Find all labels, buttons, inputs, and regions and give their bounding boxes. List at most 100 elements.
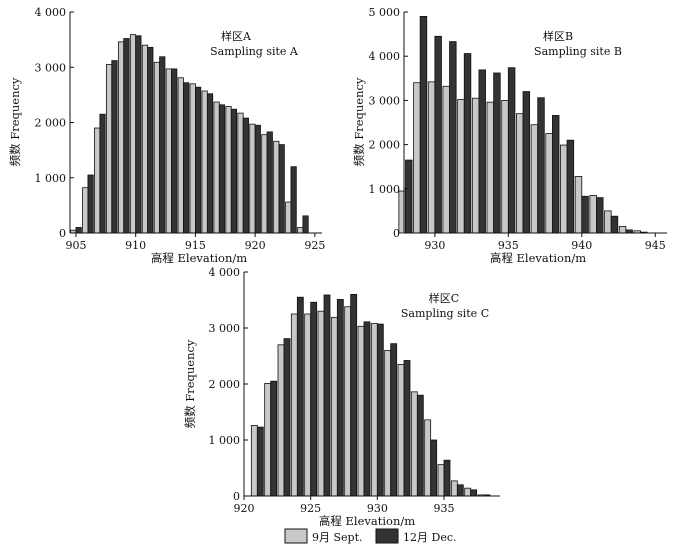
bars-a (70, 34, 309, 234)
bar-a-dec-915 (194, 86, 202, 234)
bar-a-sept-915 (189, 83, 196, 234)
panel-title-en-a: Sampling site A (210, 45, 299, 58)
x-tick-label-c-925: 925 (300, 502, 321, 515)
bar-b-sept-938 (545, 133, 553, 234)
bar-c-sept-926 (317, 310, 325, 497)
x-tick-label-a-920: 920 (245, 239, 266, 252)
bar-c-dec-924 (296, 296, 304, 497)
bar-b-dec-937 (537, 97, 545, 234)
bar-a-sept-920 (249, 123, 256, 234)
x-tick-label-a-925: 925 (304, 239, 325, 252)
bar-b-sept-940 (574, 176, 583, 234)
bar-a-sept-912 (153, 61, 160, 234)
bar-a-sept-913 (165, 68, 172, 234)
y-tick-label-b-1000: 1 000 (369, 183, 401, 196)
y-ticks-b: 0 1 000 2 000 3 000 4 000 5 000 (369, 6, 408, 240)
bar-c-sept-933 (410, 391, 418, 497)
bar-c-sept-922 (264, 383, 272, 497)
bar-c-dec-926 (323, 294, 331, 497)
bar-b-dec-941 (596, 197, 604, 234)
bar-b-dec-929 (419, 16, 428, 234)
legend-swatch-dec (375, 528, 399, 544)
y-tick-label-b-3000: 3 000 (369, 94, 401, 107)
bar-b-sept-935 (501, 100, 509, 234)
bar-c-sept-929 (357, 325, 365, 497)
bar-b-dec-928 (405, 159, 413, 234)
panel-title-cn-a: 样区A (221, 29, 252, 43)
x-ticks-c: 920 925 930 935 (234, 496, 455, 515)
bar-b-dec-942 (610, 215, 619, 234)
bar-a-sept-922 (273, 140, 280, 234)
bar-b-dec-934 (493, 72, 501, 234)
bar-a-sept-910 (129, 34, 137, 234)
y-tick-label-a-4000: 4 000 (35, 6, 67, 19)
y-tick-label-c-4000: 4 000 (209, 266, 241, 279)
legend-label-dec: 12月 Dec. (403, 531, 456, 544)
bar-a-dec-905 (75, 227, 82, 234)
x-tick-label-c-920: 920 (234, 502, 255, 515)
y-tick-label-b-5000: 5 000 (369, 6, 401, 19)
y-tick-label-c-0: 0 (233, 490, 240, 503)
bar-c-dec-937 (470, 489, 478, 497)
y-tick-label-a-2000: 2 000 (35, 117, 67, 130)
bar-a-dec-919 (242, 117, 249, 234)
bar-a-dec-913 (171, 68, 178, 234)
bar-c-sept-930 (370, 323, 378, 497)
bar-b-sept-941 (589, 195, 597, 234)
bar-c-dec-934 (430, 439, 438, 497)
bar-b-sept-943 (618, 225, 627, 234)
bar-c-dec-925 (310, 301, 318, 497)
x-ticks-b: 930 935 940 945 (424, 233, 666, 252)
bar-a-sept-919 (237, 112, 244, 234)
panel-title-cn-b: 样区B (543, 29, 573, 43)
y-tick-label-b-2000: 2 000 (369, 139, 401, 152)
chart-panel-a: 0 1 000 2 000 3 000 4 000 905 910 915 920 925 样区… (8, 6, 325, 265)
bar-c-sept-928 (344, 306, 352, 497)
bar-b-dec-931 (449, 41, 457, 234)
bar-a-sept-909 (117, 41, 125, 234)
x-tick-label-b-940: 940 (571, 239, 592, 252)
bar-a-dec-920 (254, 124, 261, 234)
bar-c-sept-934 (424, 419, 432, 497)
bar-c-sept-924 (290, 313, 298, 497)
y-axis-title-a: 频数 Frequency (8, 77, 22, 166)
bar-c-dec-928 (350, 293, 358, 497)
bar-a-dec-911 (147, 46, 154, 234)
bar-b-sept-930 (427, 81, 436, 234)
bar-b-sept-939 (560, 144, 568, 234)
bars-c (250, 293, 491, 497)
bar-b-sept-942 (604, 210, 612, 234)
x-axis-title-b: 高程 Elevation/m (490, 251, 586, 265)
bar-c-dec-933 (416, 394, 424, 497)
bar-a-dec-922 (278, 144, 285, 234)
bar-b-dec-936 (522, 91, 531, 234)
bar-a-sept-924 (297, 227, 304, 234)
bar-a-sept-918 (225, 106, 232, 234)
x-tick-label-b-945: 945 (645, 239, 666, 252)
bar-c-sept-932 (397, 363, 405, 497)
bar-a-dec-906 (87, 174, 94, 234)
legend-label-sept: 9月 Sept. (312, 531, 363, 544)
bar-c-dec-932 (403, 360, 411, 497)
bar-c-sept-931 (384, 349, 392, 497)
bar-a-sept-907 (94, 127, 101, 234)
x-axis-title-c: 高程 Elevation/m (319, 514, 415, 528)
bar-b-dec-933 (478, 69, 486, 234)
bar-a-dec-918 (230, 108, 237, 234)
chart-panel-c: 0 1 000 2 000 3 000 4 000 920 925 930 935 样区C S… (183, 266, 500, 528)
bar-a-dec-908 (111, 60, 118, 234)
bar-b-sept-931 (442, 85, 450, 234)
bar-c-dec-931 (390, 343, 398, 497)
bar-b-sept-929 (413, 82, 421, 234)
legend: 9月 Sept. 12月 Dec. (284, 528, 456, 544)
bar-c-sept-936 (450, 480, 458, 497)
y-tick-label-a-3000: 3 000 (35, 61, 67, 74)
y-tick-label-c-1000: 1 000 (209, 434, 241, 447)
bar-a-dec-916 (206, 93, 214, 234)
x-tick-label-a-905: 905 (65, 239, 86, 252)
bar-a-dec-921 (266, 131, 273, 234)
bar-a-dec-907 (99, 113, 106, 234)
bar-c-dec-930 (376, 323, 384, 497)
